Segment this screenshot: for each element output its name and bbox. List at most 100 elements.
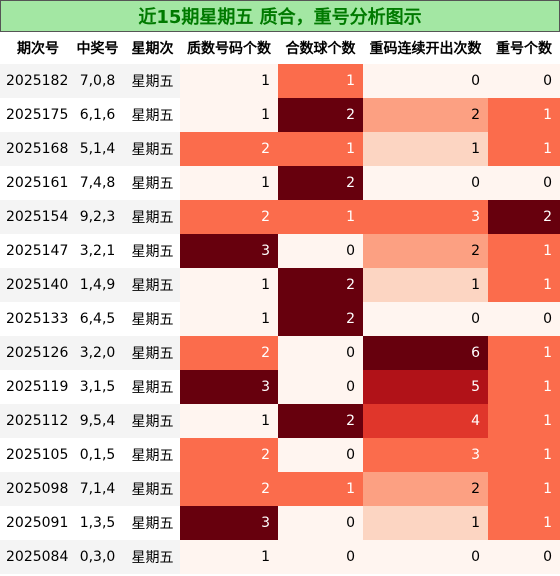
- table-row: 2025084 0,3,0 星期五 1 0 0 0: [0, 540, 560, 574]
- cell-repeat-count: 0: [488, 540, 560, 574]
- table-row: 2025091 1,3,5 星期五 3 0 1 1: [0, 506, 560, 540]
- cell-numbers: 9,5,4: [70, 404, 125, 438]
- table-row: 2025105 0,1,5 星期五 2 0 3 1: [0, 438, 560, 472]
- cell-numbers: 3,2,1: [70, 234, 125, 268]
- table-row: 2025161 7,4,8 星期五 1 2 0 0: [0, 166, 560, 200]
- cell-repeat-streak: 0: [363, 302, 488, 336]
- table-row: 2025112 9,5,4 星期五 1 2 4 1: [0, 404, 560, 438]
- cell-prime-count: 2: [180, 132, 278, 166]
- cell-numbers: 9,2,3: [70, 200, 125, 234]
- cell-prime-count: 1: [180, 166, 278, 200]
- cell-numbers: 0,3,0: [70, 540, 125, 574]
- chart-title: 近15期星期五 质合，重号分析图示: [0, 0, 560, 32]
- cell-issue: 2025084: [0, 540, 70, 574]
- cell-issue: 2025175: [0, 98, 70, 132]
- cell-composite-count: 0: [278, 540, 363, 574]
- cell-repeat-streak: 1: [363, 132, 488, 166]
- cell-prime-count: 1: [180, 98, 278, 132]
- cell-repeat-count: 1: [488, 506, 560, 540]
- table-row: 2025147 3,2,1 星期五 3 0 2 1: [0, 234, 560, 268]
- cell-numbers: 1,3,5: [70, 506, 125, 540]
- cell-issue: 2025147: [0, 234, 70, 268]
- cell-repeat-streak: 4: [363, 404, 488, 438]
- cell-weekday: 星期五: [125, 336, 180, 370]
- cell-weekday: 星期五: [125, 404, 180, 438]
- cell-repeat-count: 1: [488, 98, 560, 132]
- cell-repeat-count: 1: [488, 234, 560, 268]
- cell-composite-count: 1: [278, 64, 363, 98]
- table-row: 2025175 6,1,6 星期五 1 2 2 1: [0, 98, 560, 132]
- table-row: 2025182 7,0,8 星期五 1 1 0 0: [0, 64, 560, 98]
- cell-numbers: 5,1,4: [70, 132, 125, 166]
- cell-issue: 2025168: [0, 132, 70, 166]
- cell-repeat-streak: 0: [363, 64, 488, 98]
- cell-composite-count: 2: [278, 404, 363, 438]
- cell-issue: 2025154: [0, 200, 70, 234]
- header-numbers: 中奖号: [70, 32, 125, 64]
- cell-weekday: 星期五: [125, 98, 180, 132]
- cell-composite-count: 2: [278, 166, 363, 200]
- table-row: 2025098 7,1,4 星期五 2 1 2 1: [0, 472, 560, 506]
- cell-numbers: 7,0,8: [70, 64, 125, 98]
- cell-composite-count: 2: [278, 302, 363, 336]
- cell-repeat-streak: 3: [363, 438, 488, 472]
- header-weekday: 星期次: [125, 32, 180, 64]
- cell-weekday: 星期五: [125, 268, 180, 302]
- cell-issue: 2025105: [0, 438, 70, 472]
- cell-prime-count: 2: [180, 336, 278, 370]
- cell-prime-count: 3: [180, 234, 278, 268]
- cell-composite-count: 0: [278, 506, 363, 540]
- cell-composite-count: 0: [278, 336, 363, 370]
- cell-issue: 2025112: [0, 404, 70, 438]
- cell-composite-count: 1: [278, 132, 363, 166]
- header-prime-count: 质数号码个数: [180, 32, 278, 64]
- table-body: 2025182 7,0,8 星期五 1 1 0 0 2025175 6,1,6 星期五 1 2 2 1 20…: [0, 64, 560, 574]
- cell-issue: 2025098: [0, 472, 70, 506]
- cell-numbers: 7,1,4: [70, 472, 125, 506]
- table-header: 期次号 中奖号 星期次 质数号码个数 合数球个数 重码连续开出次数 重号个数: [0, 32, 560, 64]
- cell-prime-count: 2: [180, 438, 278, 472]
- cell-repeat-count: 1: [488, 336, 560, 370]
- table-row: 2025168 5,1,4 星期五 2 1 1 1: [0, 132, 560, 166]
- cell-composite-count: 0: [278, 370, 363, 404]
- cell-composite-count: 1: [278, 472, 363, 506]
- cell-weekday: 星期五: [125, 540, 180, 574]
- cell-repeat-streak: 0: [363, 166, 488, 200]
- cell-issue: 2025126: [0, 336, 70, 370]
- cell-repeat-count: 0: [488, 302, 560, 336]
- cell-composite-count: 0: [278, 438, 363, 472]
- cell-issue: 2025119: [0, 370, 70, 404]
- cell-weekday: 星期五: [125, 302, 180, 336]
- header-repeat-streak: 重码连续开出次数: [363, 32, 488, 64]
- cell-repeat-count: 1: [488, 132, 560, 166]
- cell-numbers: 6,1,6: [70, 98, 125, 132]
- cell-repeat-streak: 1: [363, 506, 488, 540]
- cell-prime-count: 3: [180, 506, 278, 540]
- cell-repeat-count: 1: [488, 268, 560, 302]
- cell-weekday: 星期五: [125, 200, 180, 234]
- cell-repeat-count: 0: [488, 166, 560, 200]
- cell-repeat-streak: 2: [363, 98, 488, 132]
- cell-issue: 2025133: [0, 302, 70, 336]
- cell-repeat-streak: 1: [363, 268, 488, 302]
- cell-repeat-count: 1: [488, 438, 560, 472]
- table-row: 2025126 3,2,0 星期五 2 0 6 1: [0, 336, 560, 370]
- cell-numbers: 7,4,8: [70, 166, 125, 200]
- cell-prime-count: 3: [180, 370, 278, 404]
- cell-repeat-streak: 2: [363, 472, 488, 506]
- table-row: 2025119 3,1,5 星期五 3 0 5 1: [0, 370, 560, 404]
- cell-composite-count: 2: [278, 268, 363, 302]
- cell-weekday: 星期五: [125, 472, 180, 506]
- table-row: 2025133 6,4,5 星期五 1 2 0 0: [0, 302, 560, 336]
- cell-weekday: 星期五: [125, 234, 180, 268]
- cell-prime-count: 1: [180, 404, 278, 438]
- cell-repeat-count: 1: [488, 404, 560, 438]
- cell-issue: 2025140: [0, 268, 70, 302]
- cell-prime-count: 1: [180, 268, 278, 302]
- cell-composite-count: 0: [278, 234, 363, 268]
- cell-weekday: 星期五: [125, 64, 180, 98]
- cell-issue: 2025091: [0, 506, 70, 540]
- cell-prime-count: 1: [180, 64, 278, 98]
- cell-repeat-streak: 5: [363, 370, 488, 404]
- table-row: 2025154 9,2,3 星期五 2 1 3 2: [0, 200, 560, 234]
